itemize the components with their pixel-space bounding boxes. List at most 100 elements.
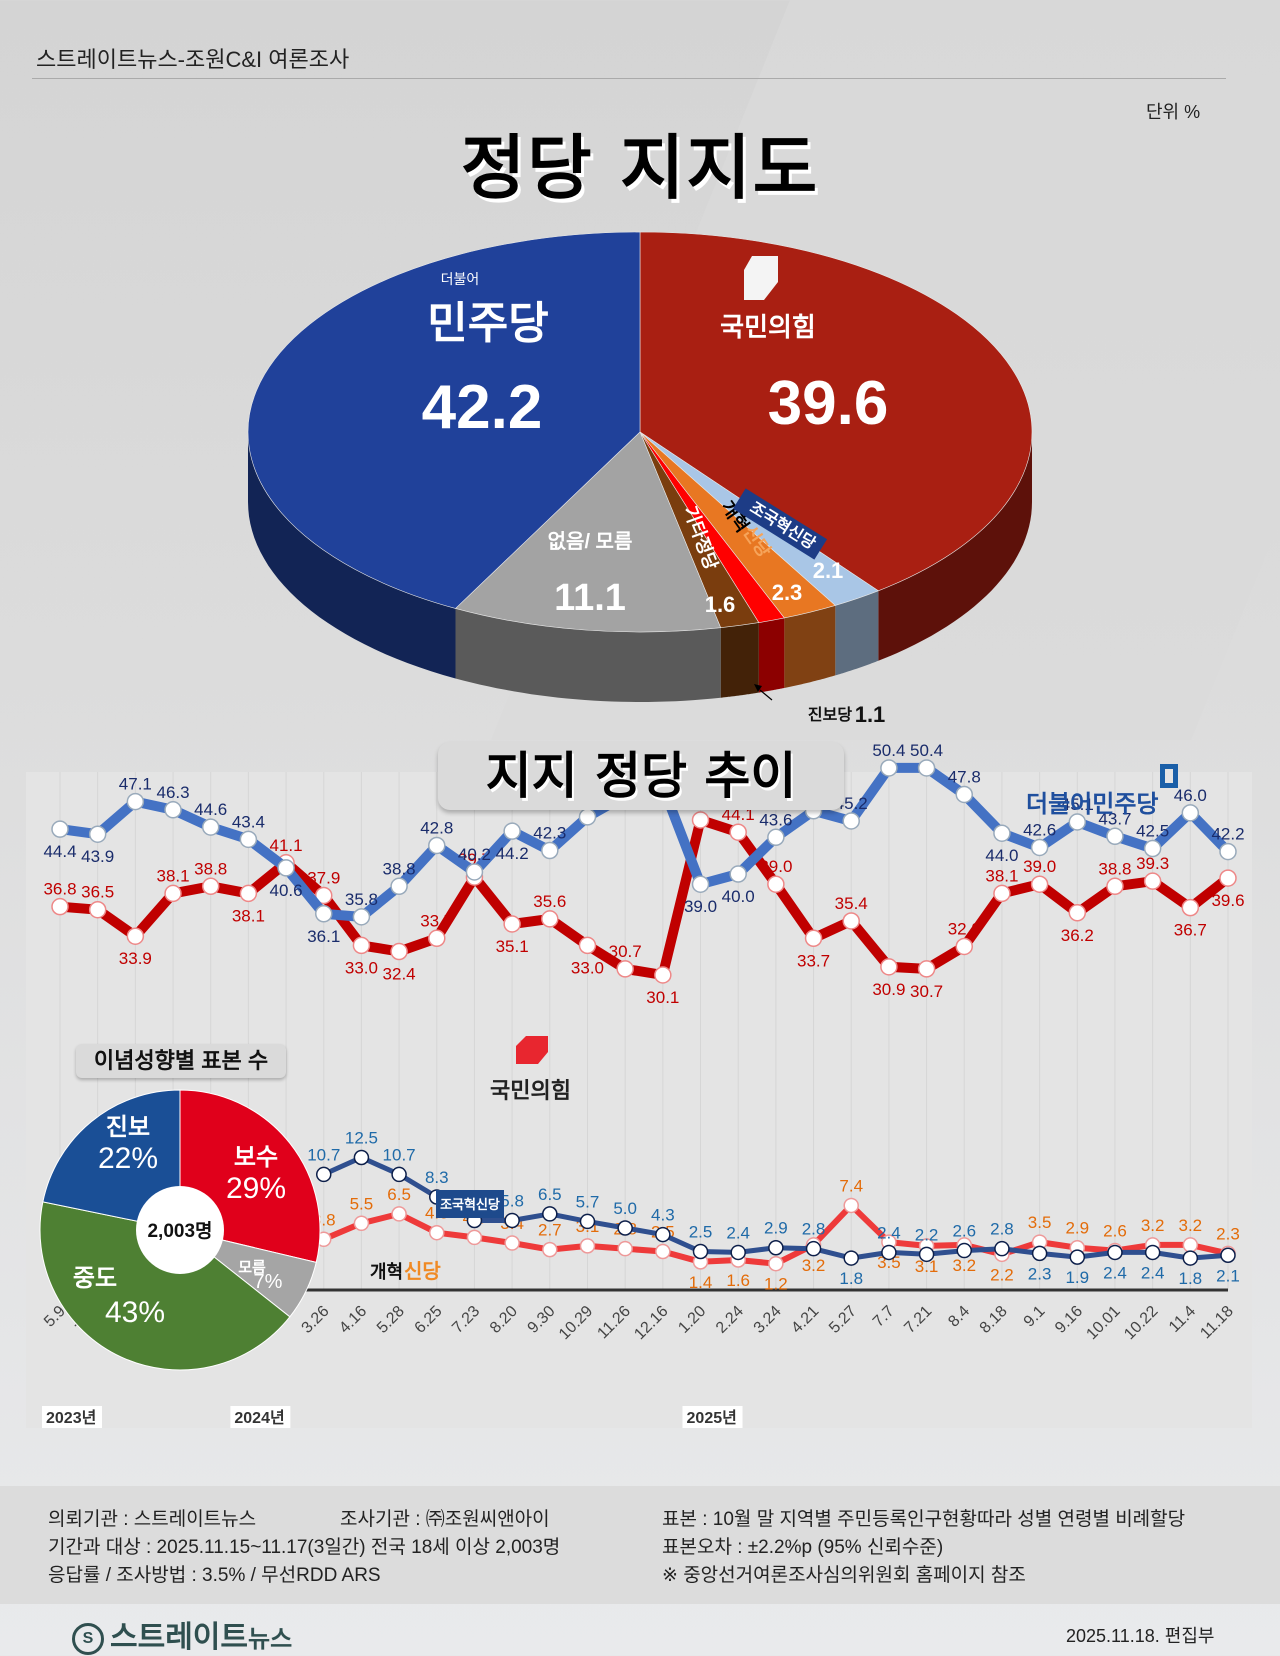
data-label: 37.9 [307,868,340,887]
data-point [314,886,333,905]
data-label: 35.6 [533,892,566,911]
data-point [428,929,446,948]
x-tick-label: 9.16 [1052,1303,1086,1337]
x-tick-label: 8.4 [945,1303,973,1331]
brand-logo: S 스트레이트뉴스 [72,1612,292,1656]
data-label: 2.2 [990,1265,1014,1284]
data-point [1107,1244,1123,1261]
data-label: 2.4 [1103,1263,1127,1282]
data-label: 42.8 [420,818,453,837]
pie-side-3 [784,605,836,688]
data-point [465,863,484,881]
client-info: 의뢰기관 : 스트레이트뉴스 [48,1509,257,1530]
pie-side-2 [835,590,879,676]
data-label: 6.5 [538,1185,562,1204]
data-label: 46.3 [156,783,189,802]
svg-text:2.1: 2.1 [813,558,844,583]
data-label: 3.8 [312,1210,336,1229]
data-label: 39.6 [1211,891,1244,910]
data-label: 6.5 [387,1185,411,1204]
data-label: 38.1 [156,866,189,885]
data-label: 43.4 [232,812,265,831]
data-point [1030,838,1049,857]
data-label: 2.5 [689,1223,713,1242]
svg-text:민주당: 민주당 [427,299,548,348]
data-point [955,785,974,804]
data-point [768,1255,784,1272]
x-tick-label: 4.21 [788,1303,822,1337]
data-label: 30.7 [910,982,943,1001]
data-label: 44.6 [194,800,227,819]
data-point [955,937,974,956]
data-label: 2.7 [538,1221,562,1240]
data-point [88,900,107,919]
data-point [691,875,710,893]
data-label: 1.8 [839,1269,863,1288]
data-label: 5.8 [500,1191,524,1210]
data-label: 36.5 [81,883,114,902]
data-point [315,1231,332,1248]
x-tick-label: 4.16 [336,1303,370,1337]
data-point [616,960,634,978]
data-point [503,822,521,840]
data-point [956,1242,973,1259]
x-tick-label: 3.24 [751,1303,785,1337]
x-tick-label: 5.9 [41,1303,69,1331]
data-point [1143,839,1162,858]
data-point [51,820,69,838]
data-label: 39.3 [1136,854,1169,873]
svg-text:없음/ 모름: 없음/ 모름 [548,530,633,553]
data-point [655,1226,671,1243]
data-point [1219,869,1237,887]
data-point [541,910,559,928]
svg-text:11.1: 11.1 [554,577,626,619]
x-tick-label: 11.4 [1166,1303,1199,1336]
data-point [390,942,408,961]
data-label: 35.8 [345,890,378,909]
data-label: 5.0 [613,1199,637,1218]
svg-text:2.3: 2.3 [772,580,803,605]
data-label: 41.1 [270,836,303,855]
data-label: 44.4 [43,842,76,861]
data-label: 2.9 [1065,1219,1089,1238]
data-label: 33.9 [119,949,152,968]
x-tick-label: 7.18 [72,1303,106,1337]
ideology-title: 이념성향별 표본 수 [76,1044,286,1078]
survey-label: 스트레이트뉴스-조원C&I 여론조사 [36,47,350,72]
data-label: 7.4 [839,1176,863,1195]
pie-side-5 [720,622,759,698]
data-point [352,936,371,955]
data-point [1182,1250,1199,1266]
pie-side-1 [878,432,1032,661]
data-point [429,1224,445,1241]
x-tick-label: 1.16 [223,1303,257,1337]
x-tick-label: 5.28 [374,1303,408,1337]
data-point [1031,1245,1048,1262]
data-point [1219,842,1237,861]
data-label: 3.2 [1141,1216,1165,1235]
reform-legend-logo-b: 신당 [404,1260,441,1283]
trend-title: 지지 정당 추이 [438,742,844,810]
data-label: 30.9 [872,980,905,999]
data-label: 2.4 [877,1223,901,1242]
data-label: 2.8 [802,1220,826,1239]
year-label: 2024년 [234,1408,284,1427]
data-point [880,958,898,976]
svg-text:더불어: 더불어 [441,271,480,287]
data-point [767,875,785,893]
agency-info: 조사기관 : ㈜조원씨앤아이 [340,1509,550,1530]
data-point [51,897,69,916]
data-label: 50.4 [872,741,905,760]
data-label: 2.2 [915,1225,939,1244]
data-point [692,1243,709,1260]
pie-slice-6 [454,431,722,633]
data-point [1220,1247,1236,1264]
data-point [730,1244,746,1261]
data-label: 3.1 [915,1257,939,1276]
period-info: 기간과 대상 : 2025.11.15~11.17(3일간) 전국 18세 이상… [48,1537,561,1558]
data-point [804,929,823,948]
data-point [578,936,597,955]
note-info: ※ 중앙선거여론조사심의위원회 홈페이지 참조 [662,1565,1026,1586]
data-label: 38.1 [232,906,265,925]
data-label: 3.2 [802,1256,826,1275]
